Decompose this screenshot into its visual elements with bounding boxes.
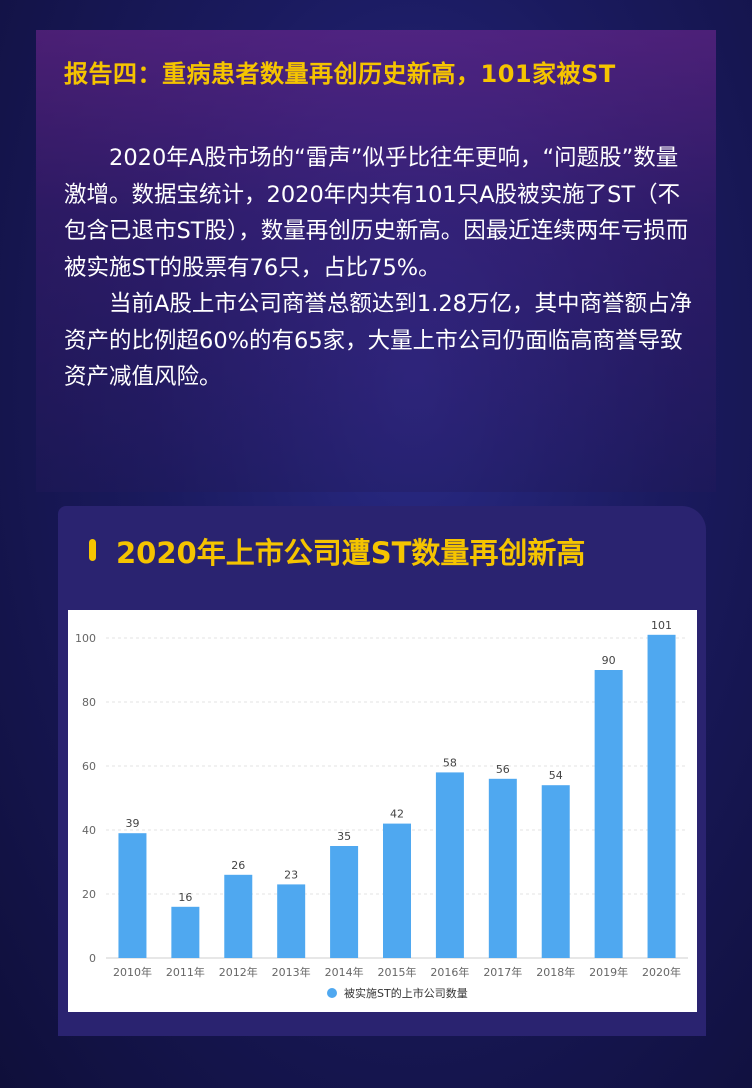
x-tick-label: 2019年	[589, 965, 628, 979]
data-label: 26	[231, 859, 245, 872]
data-label: 39	[125, 817, 139, 830]
x-tick-label: 2014年	[325, 965, 364, 979]
data-label: 54	[549, 769, 563, 782]
bar	[171, 906, 200, 958]
x-tick-label: 2013年	[272, 965, 311, 979]
bar-chart: 0 20 40 60 80 100 39 2010年 16 2011年 26 2012年 23 2013年…	[75, 619, 688, 1000]
x-tick-label: 2016年	[430, 965, 469, 979]
chart-card: 0 20 40 60 80 100 39 2010年 16 2011年 26 2012年 23 2013年…	[68, 610, 697, 1012]
bar	[330, 846, 359, 958]
paragraph-1: 2020年A股市场的“雷声”似乎比往年更响，“问题股”数量激增。数据宝统计，20…	[64, 145, 689, 281]
data-label: 42	[390, 808, 404, 821]
bar	[277, 884, 306, 958]
x-tick-label: 2020年	[642, 965, 681, 979]
x-tick-label: 2018年	[536, 965, 575, 979]
bar	[594, 670, 623, 958]
bar	[224, 874, 253, 958]
chart-title-marker	[89, 539, 96, 561]
y-tick-label: 0	[89, 952, 96, 965]
text-panel	[36, 30, 716, 492]
data-label: 35	[337, 830, 351, 843]
bar	[118, 833, 147, 958]
x-tick-label: 2017年	[483, 965, 522, 979]
data-label: 90	[602, 654, 616, 667]
bar	[383, 823, 411, 958]
paragraph-2: 当前A股上市公司商誉总额达到1.28万亿，其中商誉额占净资产的比例超60%的有6…	[64, 291, 692, 390]
y-tick-label: 20	[82, 888, 96, 901]
chart-title: 2020年上市公司遭ST数量再创新高	[116, 536, 586, 570]
x-tick-label: 2011年	[166, 965, 205, 979]
data-label: 16	[178, 891, 192, 904]
legend-label: 被实施ST的上市公司数量	[344, 986, 468, 1000]
data-label: 56	[496, 763, 510, 776]
y-tick-label: 60	[82, 760, 96, 773]
data-label: 101	[651, 619, 672, 632]
report-title: 报告四：重病患者数量再创历史新高，101家被ST	[64, 60, 616, 88]
y-tick-label: 100	[75, 632, 96, 645]
bar	[647, 634, 676, 958]
data-label: 23	[284, 868, 298, 881]
x-tick-label: 2015年	[378, 965, 417, 979]
y-tick-label: 80	[82, 696, 96, 709]
bar	[541, 785, 570, 958]
x-tick-label: 2012年	[219, 965, 258, 979]
y-tick-label: 40	[82, 824, 96, 837]
data-label: 58	[443, 756, 457, 769]
x-tick-label: 2010年	[113, 965, 152, 979]
bar	[435, 772, 464, 958]
legend-marker	[327, 988, 337, 998]
bar	[488, 778, 517, 958]
body-text: 2020年A股市场的“雷声”似乎比往年更响，“问题股”数量激增。数据宝统计，20…	[64, 140, 694, 396]
